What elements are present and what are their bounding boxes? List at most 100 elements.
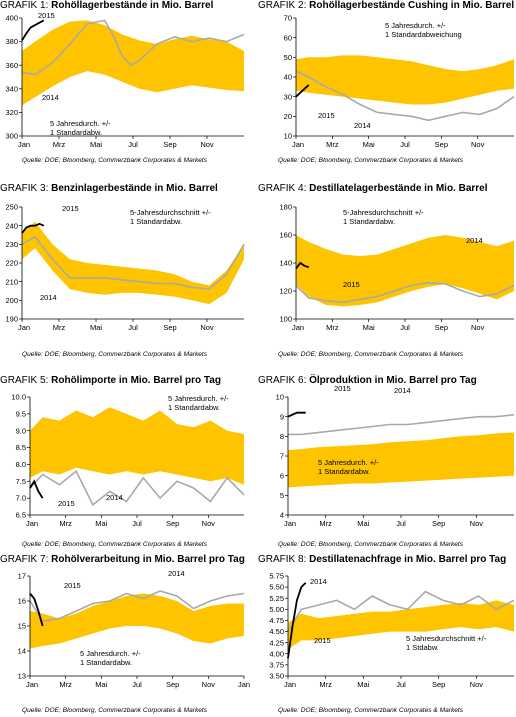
x-tick-label: Mai (90, 323, 102, 332)
x-tick-label: Sep (163, 323, 176, 332)
x-tick-label: Sep (435, 323, 448, 332)
x-tick-label: Mrz (59, 519, 72, 528)
chart-title-text: Rohölverarbeitung in Mio. Barrel pro Tag (51, 554, 245, 565)
x-tick-label: Jan (292, 140, 304, 149)
y-tick-label: 5.00 (269, 605, 284, 614)
annotation-label: 2014 (42, 93, 59, 102)
x-tick-label: Jul (396, 680, 406, 689)
source-note-bottom-right: Quelle: DOE; Bloomberg, Commerzbank Corp… (278, 707, 464, 714)
series-line-2015 (21, 222, 45, 234)
chart-label: GRAFIK 6: (258, 375, 310, 386)
x-tick-label: Nov (471, 323, 485, 332)
chart-title: GRAFIK 4: Destillatelagerbestände in Mio… (258, 183, 488, 194)
chart-label: GRAFIK 1: (0, 0, 52, 11)
y-tick-label: 7.0 (16, 494, 26, 503)
x-tick-label: Nov (200, 140, 214, 149)
annotation-label: 2015 (343, 280, 360, 289)
series-line-2014 (21, 19, 245, 76)
y-tick-label: 160 (279, 231, 292, 240)
annotation-label: 5 Jahresdurch. +/-1 Standardabw. (80, 649, 141, 667)
annotation-label: 5-Jahresdurchschnitt +/-1 Standardabw. (130, 208, 211, 226)
y-tick-label: 180 (279, 203, 292, 212)
chart-title: GRAFIK 7: Rohölverarbeitung in Mio. Barr… (0, 554, 245, 565)
x-tick-label: Jan (26, 680, 38, 689)
x-tick-label: Jul (396, 519, 406, 528)
chart-svg: 3.50 3.75 4.00 4.25 4.50 4.75 5.00 5.25 5.50 5.75… (269, 572, 515, 689)
y-tick-label: 5.25 (269, 594, 284, 603)
y-tick-label: 300 (5, 132, 18, 141)
std-band (296, 55, 514, 105)
chart-panel-7: GRAFIK 7: Rohölverarbeitung in Mio. Barr… (0, 554, 250, 704)
y-tick-label: 250 (5, 203, 18, 212)
x-tick-label: Mrz (59, 680, 72, 689)
y-tick-label: 9.0 (16, 426, 26, 435)
y-tick-label: 4.75 (269, 616, 284, 625)
y-tick-label: 140 (279, 259, 292, 268)
chart-panel-6: GRAFIK 6: Ölproduktion in Mio. Barrel pr… (258, 375, 516, 530)
y-tick-label: 120 (279, 287, 292, 296)
x-tick-label: Jan (284, 680, 296, 689)
y-tick-label: 100 (279, 315, 292, 324)
x-tick-label: Mai (357, 519, 369, 528)
y-tick-label: 7.5 (16, 477, 26, 486)
y-tick-label: 10 (284, 132, 292, 141)
chart-label: GRAFIK 3: (0, 183, 52, 194)
y-tick-label: 7 (280, 452, 284, 461)
x-tick-label: Jul (128, 140, 138, 149)
chart-title-text: Rohöllagerbestände in Mio. Barrel (51, 0, 214, 11)
series-line-2014 (295, 70, 515, 122)
x-tick-label: Sep (166, 519, 179, 528)
chart-svg: 13 14 15 16 17 Jan Mrz Mai Jul Sep Nov Jan 2015 2014 5… (18, 569, 250, 689)
y-tick-label: 5.50 (269, 583, 284, 592)
chart-title-text: Benzinlagerbestände in Mio. Barrel (51, 183, 218, 194)
annotation-label: 5 Jahresdurch. +/-1 Standardabw. (50, 119, 111, 137)
y-tick-label: 400 (5, 14, 18, 23)
y-tick-label: 8.5 (16, 443, 26, 452)
y-tick-label: 6 (280, 471, 284, 480)
annotation-label: 5 Jahresdurch. +/-1 Standardabw. (318, 458, 379, 476)
y-tick-label: 17 (18, 572, 26, 581)
chart-title: GRAFIK 5: Rohölimporte in Mio. Barrel pr… (0, 375, 221, 386)
y-tick-label: 5.75 (269, 572, 284, 581)
y-tick-label: 8 (280, 432, 284, 441)
x-tick-label: Mai (363, 140, 375, 149)
annotation-label: 5-Jahresdurchschnitt +/-1 Standardabw. (343, 208, 424, 226)
source-note-middle: Quelle: DOE; Bloomberg, Commerzbank Corp… (22, 351, 208, 358)
x-tick-label: Mrz (53, 140, 66, 149)
chart-panel-1: GRAFIK 1: Rohöllagerbestände in Mio. Bar… (0, 0, 250, 150)
y-tick-label: 13 (18, 672, 26, 681)
x-tick-label: Nov (470, 680, 484, 689)
x-tick-label: Mrz (319, 680, 332, 689)
source-note-bottom-left: Quelle: DOE; Bloomberg, Commerzbank Corp… (22, 707, 208, 714)
y-tick-label: 210 (5, 277, 18, 286)
chart-title: GRAFIK 8: Destillatenachfrage in Mio. Ba… (258, 554, 506, 565)
x-tick-label: Jan (26, 519, 38, 528)
y-tick-label: 14 (18, 647, 26, 656)
chart-label: GRAFIK 7: (0, 554, 52, 565)
x-tick-label: Nov (202, 519, 216, 528)
y-tick-label: 340 (5, 84, 18, 93)
source-note-top: Quelle: DOE; Bloomberg, Commerzbank Corp… (22, 157, 208, 164)
chart-title: GRAFIK 3: Benzinlagerbestände in Mio. Ba… (0, 183, 218, 194)
y-tick-label: 15 (18, 622, 26, 631)
annotation-label: 2014 (40, 293, 57, 302)
chart-label: GRAFIK 2: (258, 0, 310, 11)
series-line-2014 (21, 235, 245, 290)
y-tick-label: 240 (5, 221, 18, 230)
series-line-2015 (287, 411, 306, 418)
chart-title-text: Destillatelagerbestände in Mio. Barrel (309, 183, 488, 194)
std-band (288, 432, 514, 488)
chart-svg: 300 320 340 360 380 400 Jan Mrz Mai Jul Sep Nov 2015… (5, 11, 245, 149)
x-tick-label: Jan (18, 323, 30, 332)
series-line-2015 (295, 261, 310, 270)
chart-label: GRAFIK 4: (258, 183, 310, 194)
x-tick-label: Mrz (326, 140, 339, 149)
annotation-label: 5 Jahresdurch. +/-1 Standardabw. (168, 394, 229, 412)
chart-title-text: Destillatenachfrage in Mio. Barrel pro T… (309, 554, 507, 565)
annotation-label: 5 Jahresdurch. +/-1 Standardabweichung (385, 21, 462, 39)
x-tick-label: Nov (200, 323, 214, 332)
std-band (22, 221, 244, 305)
x-tick-label: Sep (163, 140, 176, 149)
x-tick-label: Sep (432, 680, 445, 689)
y-tick-label: 6.5 (16, 511, 26, 520)
